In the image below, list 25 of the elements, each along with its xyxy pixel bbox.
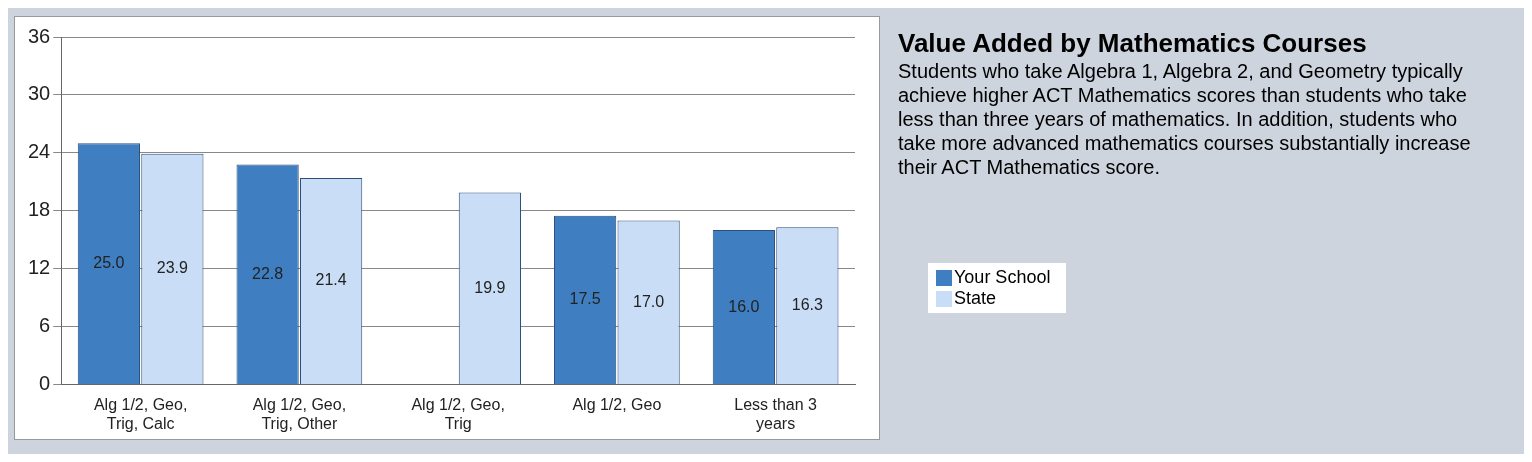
y-tick-label: 36	[28, 24, 51, 47]
data-label: 21.4	[315, 271, 347, 289]
data-label: 16.3	[791, 296, 824, 314]
x-tick-label: Alg 1/2, Geo, Trig, Other	[252, 395, 347, 432]
y-tick-label: 12	[28, 256, 51, 279]
data-label: 16.0	[728, 297, 760, 315]
legend-label: State	[954, 288, 997, 309]
data-label: 17.0	[633, 292, 665, 310]
y-tick-label: 0	[39, 372, 51, 395]
data-label: 23.9	[156, 259, 189, 277]
x-tick-label: Less than 3 years	[734, 395, 818, 432]
y-tick-label: 24	[28, 140, 51, 163]
text: Value Added by Mathematics Courses	[898, 28, 1368, 59]
y-tick-label: 30	[28, 82, 51, 105]
y-tick-label: 18	[28, 198, 51, 221]
x-tick-label: Alg 1/2, Geo, Trig	[411, 395, 505, 432]
y-tick-label: 6	[39, 314, 51, 337]
x-tick-label: Alg 1/2, Geo, Trig, Calc	[93, 395, 188, 432]
data-label: 22.8	[252, 264, 284, 282]
data-label: 19.9	[474, 278, 506, 296]
legend-label: Your School	[954, 267, 1051, 288]
data-label: 25.0	[93, 254, 125, 272]
x-tick-label: Alg 1/2, Geo	[572, 395, 662, 413]
text: Students who take Algebra 1, Algebra 2, and Geometry typically achieve higher ACT Mathematics scores than students who take less than three years of mathematics. In addition, students who take more advanced mathematics courses substantially increase their ACT Mathematics score.	[898, 59, 1472, 179]
data-label: 17.5	[569, 290, 601, 308]
